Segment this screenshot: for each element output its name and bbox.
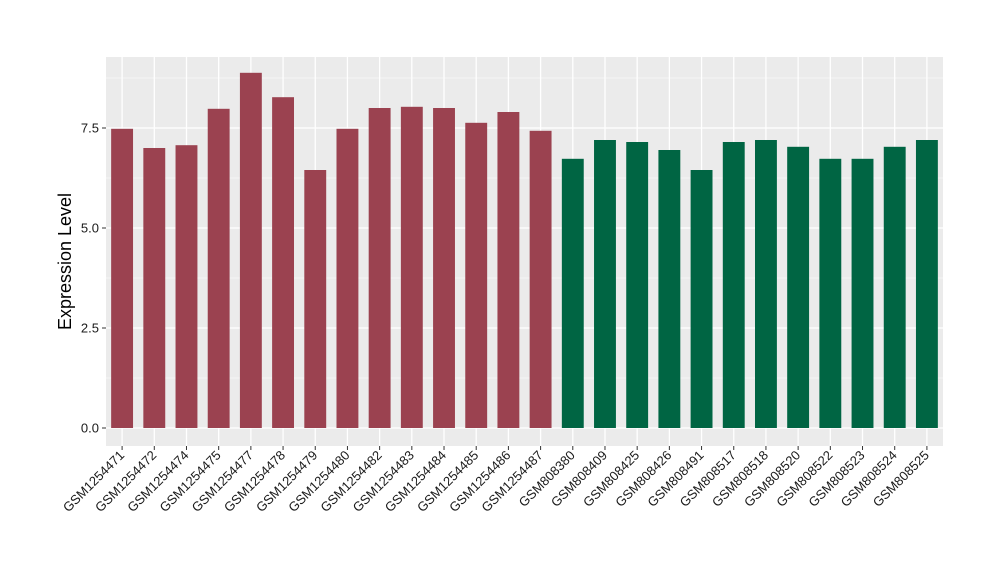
bar-GSM1254471 xyxy=(111,128,134,429)
bar-GSM1254479 xyxy=(304,170,327,428)
bar-GSM1254482 xyxy=(368,108,391,428)
bar-GSM1254485 xyxy=(465,122,488,429)
y-axis: 0.0 2.5 5.0 7.5 xyxy=(81,121,106,436)
bar-GSM1254480 xyxy=(336,128,359,429)
bar-GSM808380 xyxy=(561,158,584,429)
bar-GSM1254475 xyxy=(207,108,230,429)
bar-GSM808425 xyxy=(626,142,649,428)
y-tick-label: 0.0 xyxy=(81,421,99,436)
plot-panel xyxy=(106,57,943,446)
x-axis: GSM1254471GSM1254472GSM1254474GSM1254475… xyxy=(60,446,932,515)
bar-GSM1254484 xyxy=(433,108,455,428)
y-tick-label: 7.5 xyxy=(81,121,99,136)
bar-GSM808522 xyxy=(819,158,842,429)
bars xyxy=(111,72,938,429)
bar-GSM808426 xyxy=(658,150,681,428)
y-tick-label: 2.5 xyxy=(81,321,99,336)
bar-GSM1254474 xyxy=(175,145,198,428)
bar-GSM808523 xyxy=(851,158,874,429)
bar-GSM808524 xyxy=(883,146,906,429)
y-axis-title: Expression Level xyxy=(55,193,75,330)
bar-GSM1254472 xyxy=(143,148,166,428)
bar-GSM808517 xyxy=(722,142,745,428)
bar-GSM1254477 xyxy=(239,72,262,429)
bar-GSM808491 xyxy=(690,170,713,428)
bar-GSM808525 xyxy=(915,140,938,428)
bar-GSM1254478 xyxy=(272,97,295,428)
bar-GSM808409 xyxy=(594,140,616,428)
y-tick-label: 5.0 xyxy=(81,221,99,236)
bar-GSM808520 xyxy=(787,146,810,429)
bar-GSM1254483 xyxy=(400,106,423,429)
bar-GSM808518 xyxy=(754,140,777,428)
bar-GSM1254487 xyxy=(529,130,552,429)
bar-GSM1254486 xyxy=(497,112,520,428)
